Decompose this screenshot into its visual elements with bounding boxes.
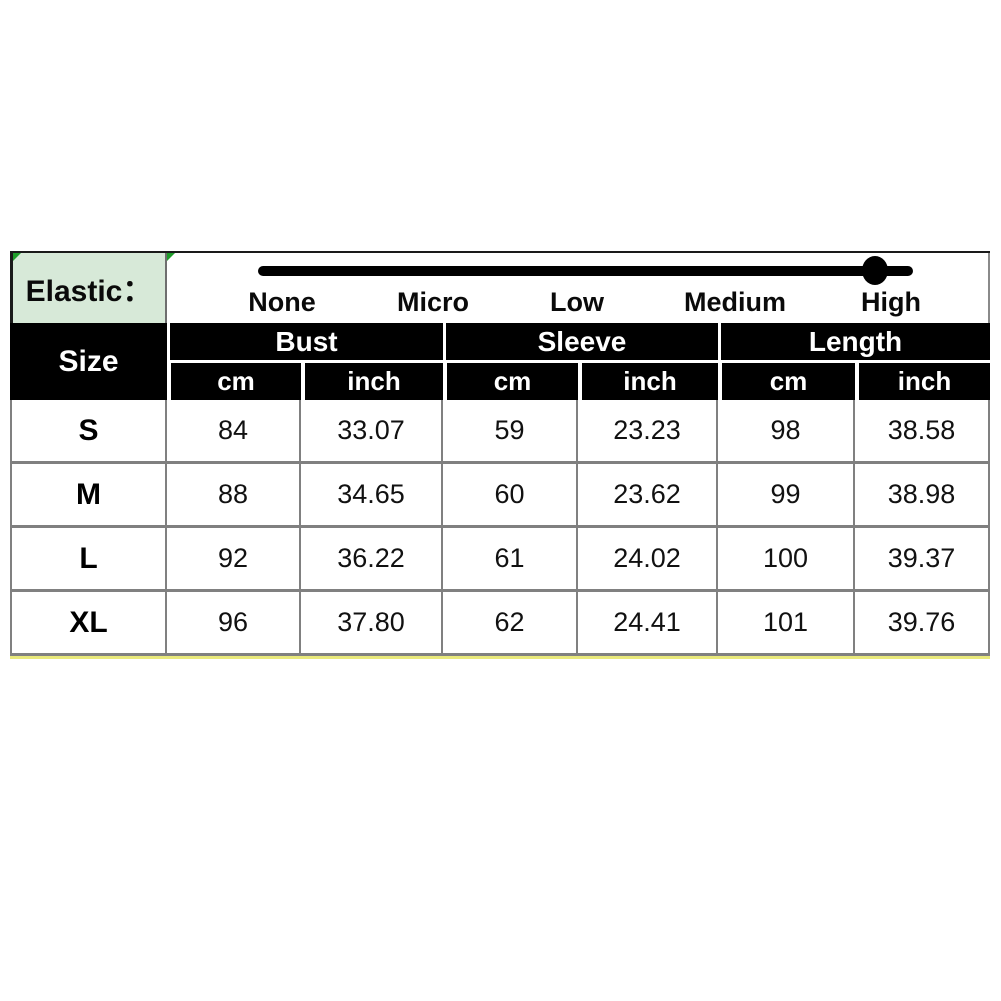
value-cell: 23.62 [578,464,718,525]
elastic-slider-knob[interactable] [862,256,888,285]
size-cell: S [12,400,167,461]
value-cell: 38.98 [855,464,990,525]
value-cell: 37.80 [301,592,443,653]
elastic-label-cell: Elastic： [10,253,167,323]
value-cell: 39.76 [855,592,990,653]
size-column-header: Size [10,323,167,400]
elastic-level-medium: Medium [683,287,787,317]
value-cell: 96 [167,592,301,653]
value-cell: 100 [718,528,855,589]
value-cell: 92 [167,528,301,589]
value-cell: 34.65 [301,464,443,525]
elastic-slider-track[interactable] [258,266,913,276]
value-cell: 24.41 [578,592,718,653]
size-cell: M [12,464,167,525]
value-cell: 84 [167,400,301,461]
size-chart-table: Elastic： None Micro Low Medium High Size… [10,251,990,659]
elastic-level-low: Low [550,287,604,317]
value-cell: 101 [718,592,855,653]
unit-header-bust-cm: cm [171,363,301,400]
unit-header-length-cm: cm [722,363,855,400]
value-cell: 99 [718,464,855,525]
value-cell: 88 [167,464,301,525]
unit-header-sleeve-cm: cm [447,363,578,400]
value-cell: 59 [443,400,578,461]
measure-headers: Bust Sleeve Length cm inch cm inch cm in… [167,323,990,400]
value-cell: 36.22 [301,528,443,589]
unit-header-length-inch: inch [859,363,990,400]
elastic-row: Elastic： None Micro Low Medium High [10,251,990,323]
elastic-slider-cell: None Micro Low Medium High [167,253,990,323]
group-header-sleeve: Sleeve [446,323,718,360]
group-header-length: Length [721,323,990,360]
group-header-row: Bust Sleeve Length [167,323,990,360]
unit-header-row: cm inch cm inch cm inch [167,363,990,400]
table-row-xl: XL 96 37.80 62 24.41 101 39.76 [10,592,990,656]
unit-header-sleeve-inch: inch [582,363,718,400]
table-row-m: M 88 34.65 60 23.62 99 38.98 [10,464,990,528]
cell-corner-flag-icon [167,253,175,261]
group-header-bust: Bust [170,323,443,360]
elastic-label: Elastic： [25,275,153,308]
size-cell: XL [12,592,167,653]
table-header: Size Bust Sleeve Length cm inch cm inch … [10,323,990,400]
value-cell: 23.23 [578,400,718,461]
bottom-accent-line [10,656,990,659]
elastic-level-high: High [861,287,921,317]
table-body: S 84 33.07 59 23.23 98 38.58 M 88 34.65 … [10,400,990,656]
elastic-level-none: None [248,287,316,317]
value-cell: 39.37 [855,528,990,589]
cell-corner-flag-icon [13,253,21,261]
value-cell: 61 [443,528,578,589]
table-row-s: S 84 33.07 59 23.23 98 38.58 [10,400,990,464]
value-cell: 98 [718,400,855,461]
unit-header-bust-inch: inch [305,363,443,400]
value-cell: 33.07 [301,400,443,461]
table-row-l: L 92 36.22 61 24.02 100 39.37 [10,528,990,592]
value-cell: 38.58 [855,400,990,461]
value-cell: 62 [443,592,578,653]
value-cell: 24.02 [578,528,718,589]
elastic-level-micro: Micro [396,287,470,317]
size-cell: L [12,528,167,589]
value-cell: 60 [443,464,578,525]
